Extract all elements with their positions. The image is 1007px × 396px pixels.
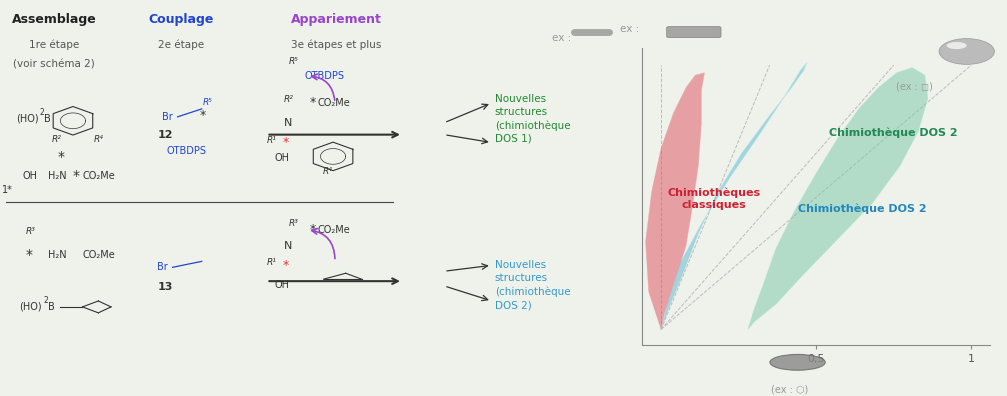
Text: CO₂Me: CO₂Me	[317, 98, 350, 108]
Text: (HO): (HO)	[19, 302, 41, 312]
Text: (voir schéma 2): (voir schéma 2)	[13, 59, 95, 69]
Text: N: N	[284, 241, 293, 251]
Text: H₂N: H₂N	[47, 250, 66, 261]
Text: *: *	[73, 169, 80, 183]
Text: OTBDPS: OTBDPS	[166, 146, 206, 156]
Text: R²: R²	[52, 135, 61, 145]
Text: N: N	[284, 118, 293, 128]
Polygon shape	[748, 68, 927, 329]
Text: OH: OH	[274, 280, 289, 290]
Text: H₂N: H₂N	[47, 171, 66, 181]
Text: (ex : ⬡): (ex : ⬡)	[771, 384, 809, 394]
FancyBboxPatch shape	[667, 27, 721, 38]
Ellipse shape	[939, 38, 994, 64]
Text: *: *	[25, 248, 32, 263]
Text: R⁴: R⁴	[322, 168, 332, 176]
Text: 12: 12	[157, 129, 173, 140]
Text: R⁴: R⁴	[94, 135, 104, 145]
Text: Assemblage: Assemblage	[11, 13, 97, 26]
Text: Chimiothèque DOS 2: Chimiothèque DOS 2	[829, 128, 958, 138]
Text: CO₂Me: CO₂Me	[83, 250, 115, 261]
Text: R⁵: R⁵	[202, 99, 212, 107]
Text: R¹: R¹	[267, 136, 276, 145]
Text: CO₂Me: CO₂Me	[317, 225, 350, 235]
Text: CO₂Me: CO₂Me	[83, 171, 115, 181]
Text: *: *	[282, 259, 289, 272]
Text: Couplage: Couplage	[148, 13, 213, 26]
Text: 1*: 1*	[2, 185, 13, 195]
Polygon shape	[645, 73, 705, 329]
Text: R⁵: R⁵	[289, 57, 298, 66]
Text: (HO): (HO)	[16, 114, 38, 124]
Text: Chimiothèque DOS 2: Chimiothèque DOS 2	[798, 204, 926, 214]
Ellipse shape	[770, 354, 826, 370]
Text: Br: Br	[162, 112, 172, 122]
Text: *: *	[57, 150, 64, 164]
Text: 2e étape: 2e étape	[158, 39, 203, 50]
Text: 2: 2	[43, 297, 48, 305]
Text: R¹: R¹	[267, 258, 276, 267]
Text: 2: 2	[39, 109, 44, 117]
Text: OTBDPS: OTBDPS	[304, 71, 344, 81]
Polygon shape	[661, 63, 807, 329]
Text: OH: OH	[274, 153, 289, 164]
Text: *: *	[282, 136, 289, 149]
Text: *: *	[199, 109, 205, 122]
Text: 13: 13	[157, 282, 173, 292]
Text: *: *	[309, 223, 316, 236]
Text: 3e étapes et plus: 3e étapes et plus	[291, 39, 382, 50]
Text: B: B	[44, 114, 51, 124]
Text: 1re étape: 1re étape	[29, 39, 80, 50]
Text: (ex : ◻): (ex : ◻)	[896, 81, 933, 91]
Text: Chimiothèques
classiques: Chimiothèques classiques	[668, 187, 760, 209]
Text: ex :: ex :	[620, 24, 639, 34]
Text: R³: R³	[25, 227, 35, 236]
Text: *: *	[309, 97, 316, 109]
Text: ex :: ex :	[552, 32, 571, 43]
Text: Br: Br	[157, 262, 168, 272]
Text: R³: R³	[289, 219, 298, 228]
Text: B: B	[47, 302, 54, 312]
Ellipse shape	[947, 42, 967, 49]
Text: OH: OH	[22, 171, 37, 181]
Text: R²: R²	[284, 95, 294, 104]
Text: Nouvelles
structures
(chimiothèque
DOS 1): Nouvelles structures (chimiothèque DOS 1…	[494, 93, 570, 144]
Text: Nouvelles
structures
(chimiothèque
DOS 2): Nouvelles structures (chimiothèque DOS 2…	[494, 260, 570, 310]
Text: Appariement: Appariement	[291, 13, 382, 26]
